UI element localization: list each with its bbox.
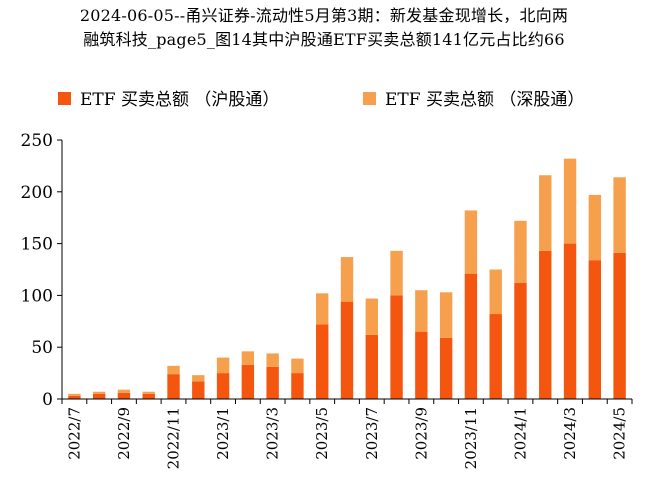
bar-sz-2024-1 <box>514 220 527 283</box>
bar-sh-2023-10 <box>439 337 453 399</box>
bar-sz-2023-1 <box>216 357 230 374</box>
bar-sz-2022-11 <box>167 365 180 375</box>
bar-sh-2023-8 <box>390 295 403 399</box>
x-tick-label: 2023/1 <box>214 407 232 460</box>
bar-sh-2023-3 <box>266 366 279 399</box>
y-tick-label: 250 <box>21 131 53 151</box>
bar-sh-2022-8 <box>92 393 106 399</box>
bars-group <box>68 158 626 399</box>
bar-sz-2023-11 <box>464 210 478 274</box>
y-tick-label: 200 <box>21 183 53 203</box>
bar-sh-2023-12 <box>489 314 502 399</box>
x-tick-label: 2023/11 <box>462 407 480 469</box>
bar-sh-2023-1 <box>216 373 230 399</box>
bar-sh-2023-9 <box>415 331 428 399</box>
x-tick-label: 2022/11 <box>165 407 183 469</box>
bar-sh-2024-2 <box>539 250 552 399</box>
bar-sz-2023-9 <box>415 290 428 332</box>
bar-sz-2022-9 <box>117 389 131 393</box>
bar-sz-2024-4 <box>588 194 602 261</box>
y-tick-label: 100 <box>21 286 53 306</box>
bar-sz-2023-12 <box>489 269 502 315</box>
axes-group: 0 50 100 150 200 250 2022/7 2022/9 2022/11 2023/1… <box>21 131 633 469</box>
y-tick-label: 50 <box>31 338 53 358</box>
chart-title-line-1: 2024-06-05--甬兴证券-流动性5月第3期：新发基金现增长，北向两 <box>79 6 569 25</box>
bar-sz-2023-3 <box>266 353 279 367</box>
bar-sh-2022-11 <box>167 374 180 399</box>
bar-sz-2024-5 <box>613 177 626 253</box>
y-tick-label: 0 <box>42 390 53 410</box>
bar-sh-2024-1 <box>514 282 527 399</box>
bar-sz-2024-3 <box>563 158 577 244</box>
bar-sz-2022-12 <box>192 375 205 382</box>
bar-sh-2022-9 <box>117 392 131 399</box>
x-tick-label: 2024/1 <box>511 407 529 460</box>
bar-sh-2024-3 <box>563 243 577 399</box>
legend-label: ETF 买卖总额 （沪股通） <box>80 90 279 110</box>
x-tick-label: 2022/9 <box>115 407 133 460</box>
x-tick-label: 2023/5 <box>313 407 331 460</box>
legend-swatch <box>58 92 71 105</box>
bar-sh-2023-6 <box>340 301 354 399</box>
x-tick-label: 2023/7 <box>363 407 381 460</box>
y-tick-label: 150 <box>21 235 53 255</box>
x-tick-label: 2022/7 <box>65 407 83 460</box>
bar-sh-2024-4 <box>588 260 602 399</box>
chart-title-line-2: 融筑科技_page5_图14其中沪股通ETF买卖总额141亿元占比约66 <box>83 30 565 49</box>
bar-sz-2023-7 <box>365 298 378 335</box>
legend: ETF 买卖总额 （沪股通） ETF 买卖总额 （深股通） <box>58 90 584 110</box>
bar-sz-2024-2 <box>539 175 552 251</box>
bar-sh-2023-2 <box>241 364 255 399</box>
chart-title: 2024-06-05--甬兴证券-流动性5月第3期：新发基金现增长，北向两 融筑… <box>0 4 648 52</box>
bar-sz-2023-10 <box>439 292 453 338</box>
bar-sz-2023-8 <box>390 250 403 296</box>
bar-sh-2023-5 <box>316 324 329 399</box>
bar-sh-2024-5 <box>613 252 626 399</box>
legend-label: ETF 买卖总额 （深股通） <box>385 90 584 110</box>
bar-sh-2023-11 <box>464 273 478 399</box>
x-tick-label: 2024/5 <box>611 407 629 460</box>
x-tick-label: 2023/3 <box>264 407 282 460</box>
bar-sh-2022-12 <box>192 381 205 399</box>
x-tick-label: 2023/9 <box>412 407 430 460</box>
bar-sh-2023-7 <box>365 334 378 399</box>
legend-swatch <box>363 92 376 105</box>
legend-item-sz: ETF 买卖总额 （深股通） <box>363 90 584 110</box>
bar-sz-2023-4 <box>291 358 304 374</box>
bar-sz-2022-8 <box>92 391 106 394</box>
bar-sz-2022-7 <box>68 393 81 396</box>
legend-item-sh: ETF 买卖总额 （沪股通） <box>58 90 279 110</box>
bar-sh-2022-10 <box>142 393 155 399</box>
bar-sz-2023-6 <box>340 257 354 302</box>
x-tick-label: 2024/3 <box>561 407 579 460</box>
bar-sz-2023-5 <box>316 293 329 325</box>
bar-sh-2022-7 <box>68 395 81 399</box>
bar-sz-2022-10 <box>142 391 155 394</box>
bar-sz-2023-2 <box>241 351 255 365</box>
bar-sh-2023-4 <box>291 373 304 399</box>
